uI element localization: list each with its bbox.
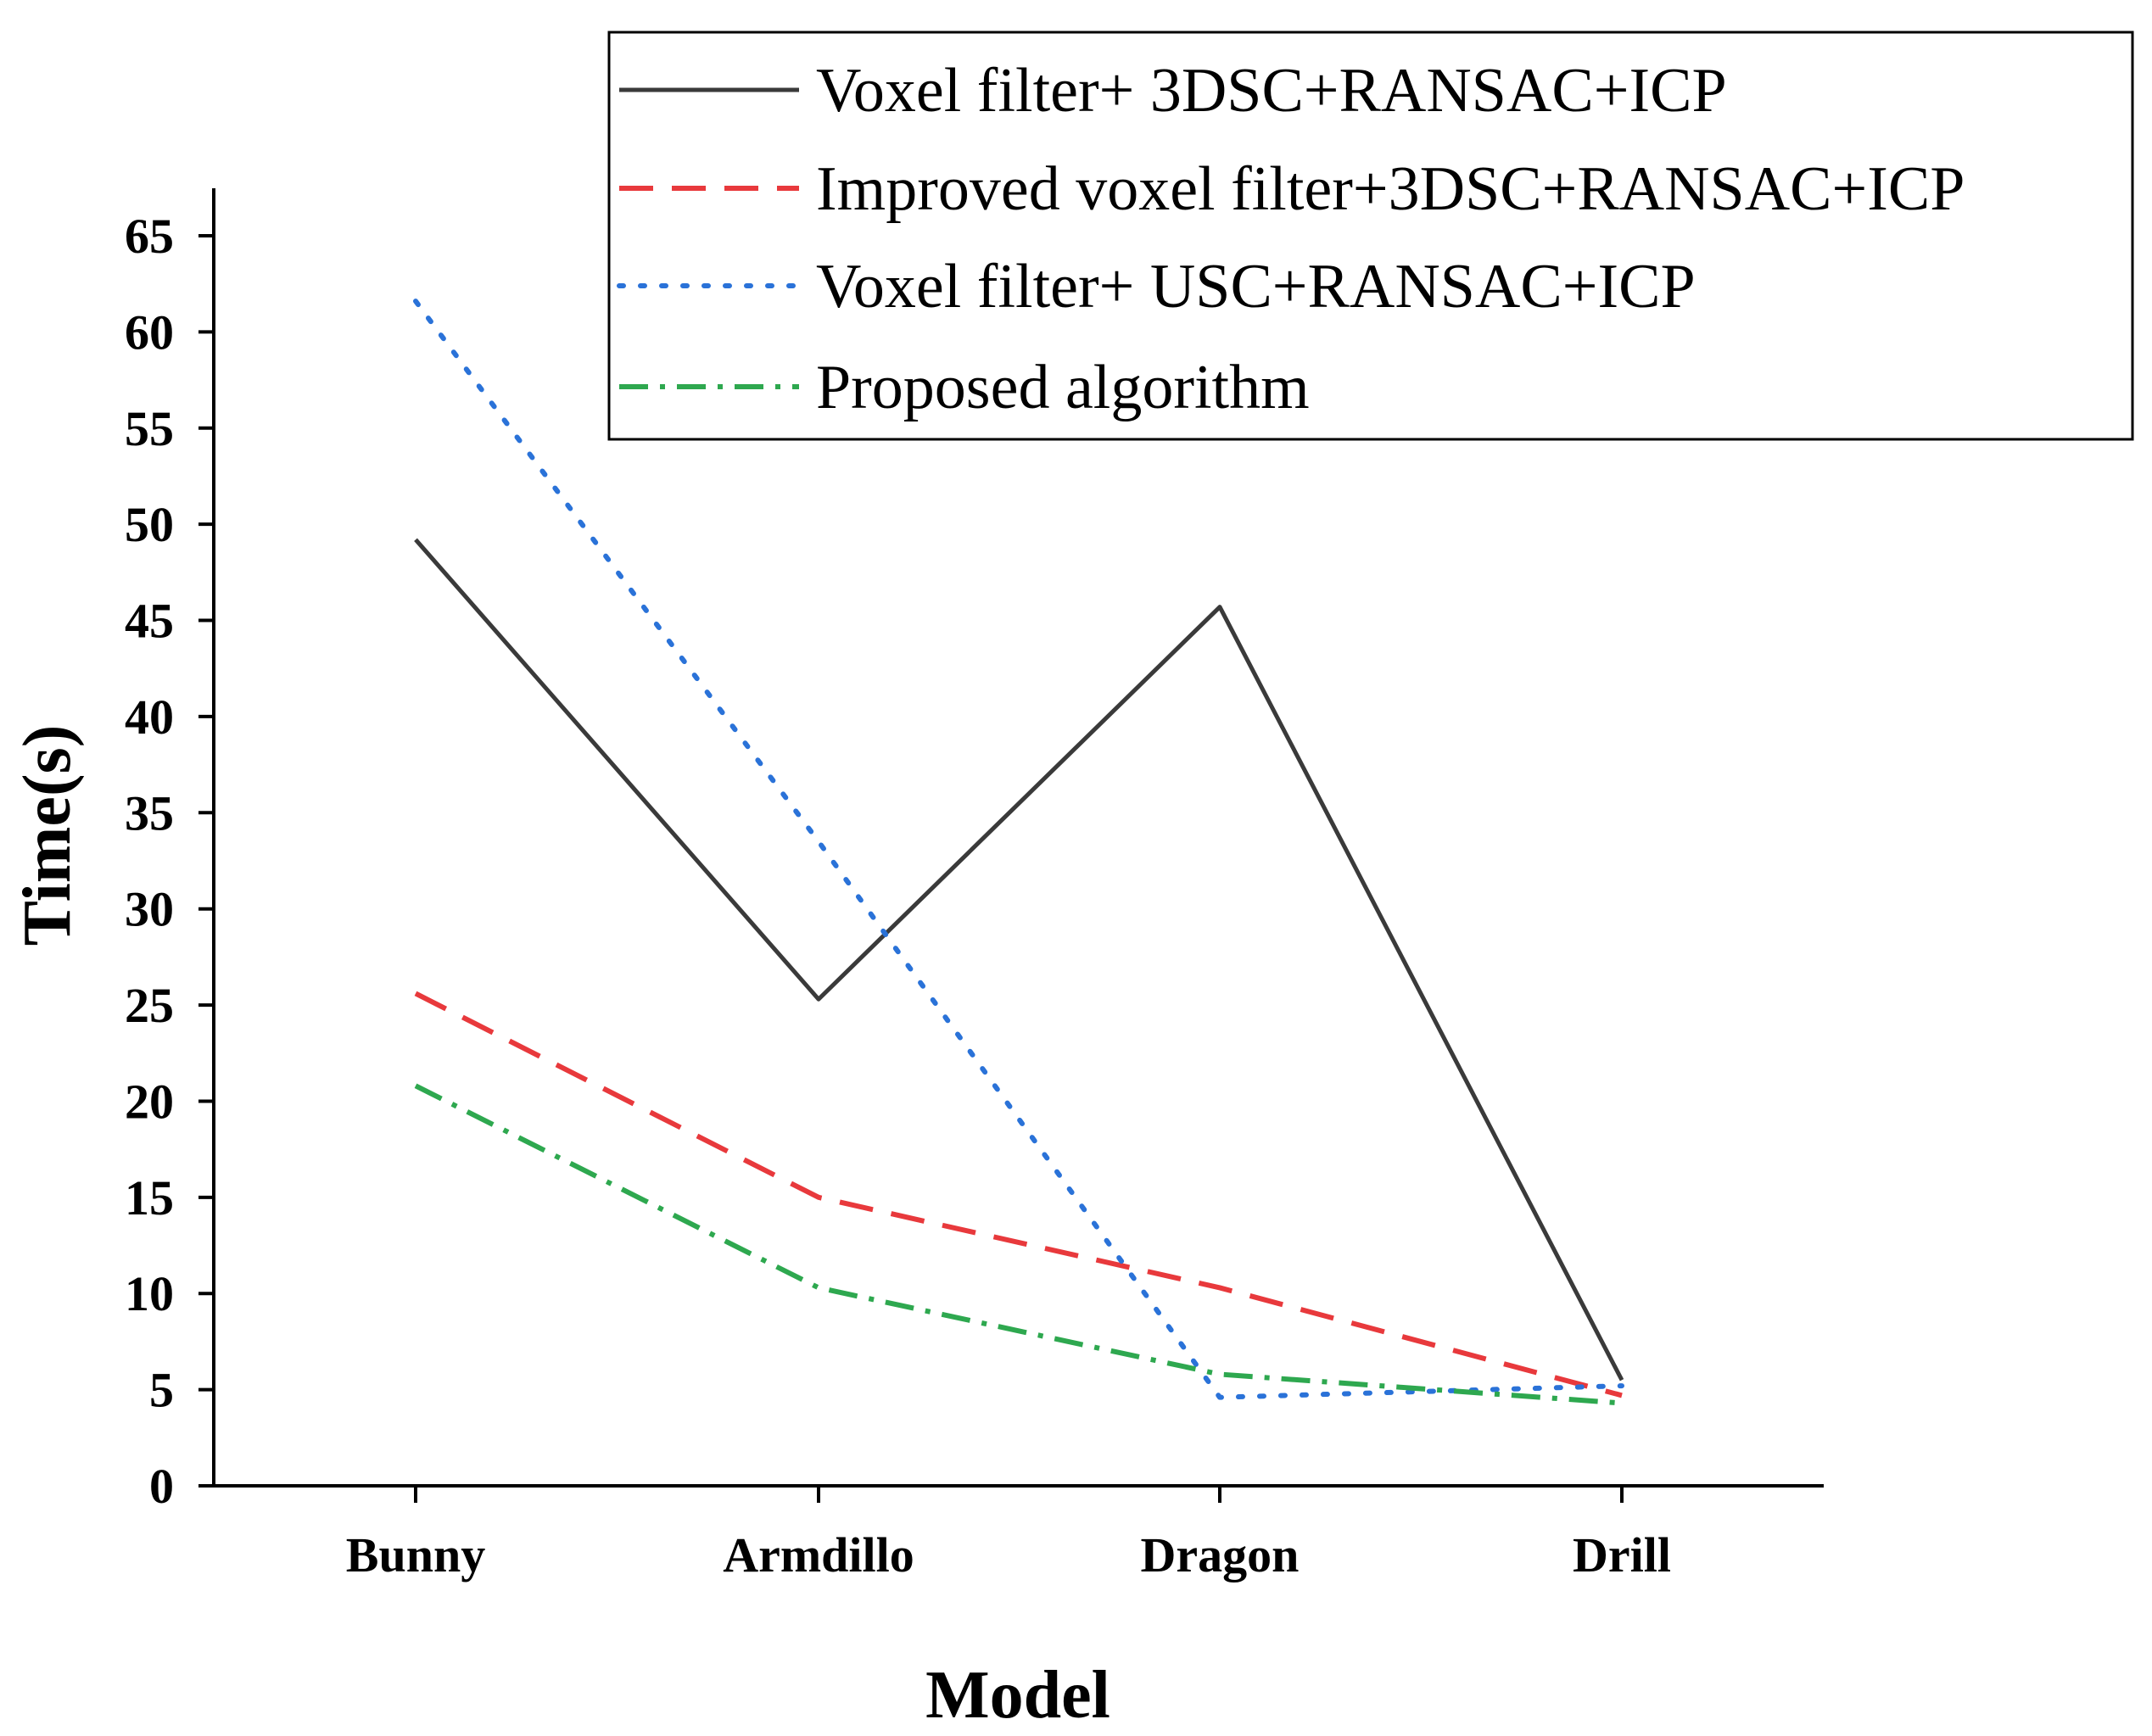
y-tick-label: 50: [125, 497, 174, 552]
legend-label-4: Proposed algorithm: [816, 353, 1310, 422]
y-ticks: 0 5 10 15 20 25 30 35 40 45 50 55 60 65: [125, 209, 214, 1514]
legend-box: [607, 31, 2134, 441]
series-line-3: [413, 299, 1624, 1400]
x-tick-label: Armdillo: [723, 1527, 914, 1582]
axes: [212, 188, 1824, 1488]
y-tick-label: 45: [125, 594, 174, 649]
y-tick-label: 55: [125, 401, 174, 456]
x-tick-label: Drill: [1573, 1527, 1671, 1582]
series-line-1: [414, 538, 1624, 1382]
y-axis-title: Time(s): [10, 725, 85, 946]
x-ticks: Bunny Armdillo Dragon Drill: [346, 1486, 1671, 1582]
y-tick-label: 30: [125, 882, 174, 937]
legend-items: Voxel filter+ 3DSC+RANSAC+ICP Improved vo…: [617, 56, 1965, 422]
y-tick-label: 0: [149, 1459, 174, 1514]
y-tick-label: 25: [125, 978, 174, 1033]
y-tick-label: 35: [125, 785, 174, 840]
y-tick-label: 20: [125, 1074, 174, 1129]
y-tick-label: 10: [125, 1266, 174, 1321]
series-line-4: [414, 1083, 1623, 1406]
y-tick-label: 60: [125, 304, 174, 360]
y-tick-label: 15: [125, 1170, 174, 1225]
x-axis-title: Model: [925, 1658, 1110, 1733]
y-tick-label: 65: [125, 209, 174, 264]
legend-label-1: Voxel filter+ 3DSC+RANSAC+ICP: [816, 56, 1727, 126]
legend-label-2: Improved voxel filter+3DSC+RANSAC+ICP: [816, 154, 1965, 224]
series-lines: [413, 299, 1624, 1406]
legend-label-3: Voxel filter+ USC+RANSAC+ICP: [816, 252, 1696, 321]
series-line-2: [414, 991, 1623, 1398]
x-tick-label: Dragon: [1141, 1527, 1300, 1582]
legend: Voxel filter+ 3DSC+RANSAC+ICP Improved vo…: [607, 31, 2134, 441]
y-tick-label: 5: [149, 1363, 174, 1418]
x-tick-label: Bunny: [346, 1527, 485, 1582]
y-tick-label: 40: [125, 689, 174, 745]
